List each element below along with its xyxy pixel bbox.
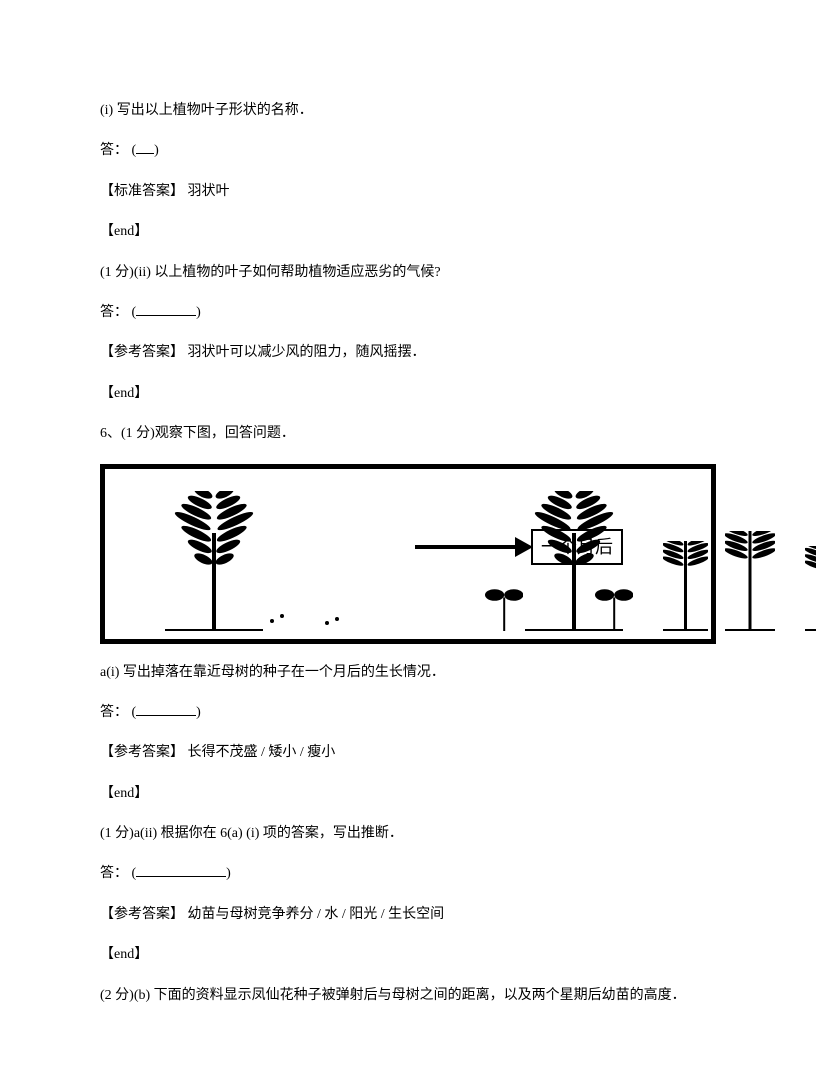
plant-icon xyxy=(595,583,633,631)
figure-diagram: 一个月后 xyxy=(100,464,716,644)
answer-label: 答： xyxy=(100,143,128,158)
standard-answer-text: 羽状叶 xyxy=(188,184,230,199)
arrow-shaft-icon xyxy=(415,545,515,549)
question-6b-prompt: (2 分)(b) 下面的资料显示凤仙花种子被弹射后与母树之间的距离，以及两个星期… xyxy=(100,985,716,1007)
question-6-prompt: 6、(1 分)观察下图，回答问题． xyxy=(100,423,716,445)
answer-label: 答： xyxy=(100,705,128,720)
question-i-answer-line: 答： () xyxy=(100,140,716,162)
question-i-standard: 【标准答案】 羽状叶 xyxy=(100,181,716,203)
plant-icon xyxy=(165,491,263,631)
standard-answer-label: 【标准答案】 xyxy=(100,184,184,199)
question-ii-answer-line: 答： () xyxy=(100,302,716,324)
question-6aii-prompt: (1 分)a(ii) 根据你在 6(a) (i) 项的答案，写出推断． xyxy=(100,823,716,845)
answer-label: 答： xyxy=(100,866,128,881)
reference-answer-label: 【参考答案】 xyxy=(100,345,184,360)
question-i-prompt: (i) 写出以上植物叶子形状的名称． xyxy=(100,100,716,122)
question-6ai-prompt: a(i) 写出掉落在靠近母树的种子在一个月后的生长情况． xyxy=(100,662,716,684)
seed-icon xyxy=(325,621,329,625)
seed-icon xyxy=(335,617,339,621)
end-marker: 【end】 xyxy=(100,383,716,405)
reference-answer-label: 【参考答案】 xyxy=(100,745,184,760)
seed-icon xyxy=(270,619,274,623)
blank-input[interactable] xyxy=(136,702,196,716)
reference-answer-text: 幼苗与母树竞争养分 / 水 / 阳光 / 生长空间 xyxy=(188,907,445,922)
question-ii-prompt: (1 分)(ii) 以上植物的叶子如何帮助植物适应恶劣的气候? xyxy=(100,262,716,284)
question-6aii-ref: 【参考答案】 幼苗与母树竞争养分 / 水 / 阳光 / 生长空间 xyxy=(100,904,716,926)
reference-answer-label: 【参考答案】 xyxy=(100,907,184,922)
blank-input[interactable] xyxy=(136,863,226,877)
question-ii-ref: 【参考答案】 羽状叶可以减少风的阻力，随风摇摆． xyxy=(100,342,716,364)
plant-icon xyxy=(805,546,816,631)
blank-input[interactable] xyxy=(136,140,154,154)
question-6aii-answer-line: 答： () xyxy=(100,863,716,885)
blank-input[interactable] xyxy=(136,302,196,316)
question-6ai-answer-line: 答： () xyxy=(100,702,716,724)
plant-icon xyxy=(485,583,523,631)
end-marker: 【end】 xyxy=(100,944,716,966)
seed-icon xyxy=(280,614,284,618)
reference-answer-text: 长得不茂盛 / 矮小 / 瘦小 xyxy=(188,745,336,760)
plant-icon xyxy=(663,541,708,631)
answer-label: 答： xyxy=(100,305,128,320)
plant-icon xyxy=(725,531,775,631)
end-marker: 【end】 xyxy=(100,783,716,805)
question-6ai-ref: 【参考答案】 长得不茂盛 / 矮小 / 瘦小 xyxy=(100,742,716,764)
end-marker: 【end】 xyxy=(100,221,716,243)
reference-answer-text: 羽状叶可以减少风的阻力，随风摇摆． xyxy=(188,345,426,360)
